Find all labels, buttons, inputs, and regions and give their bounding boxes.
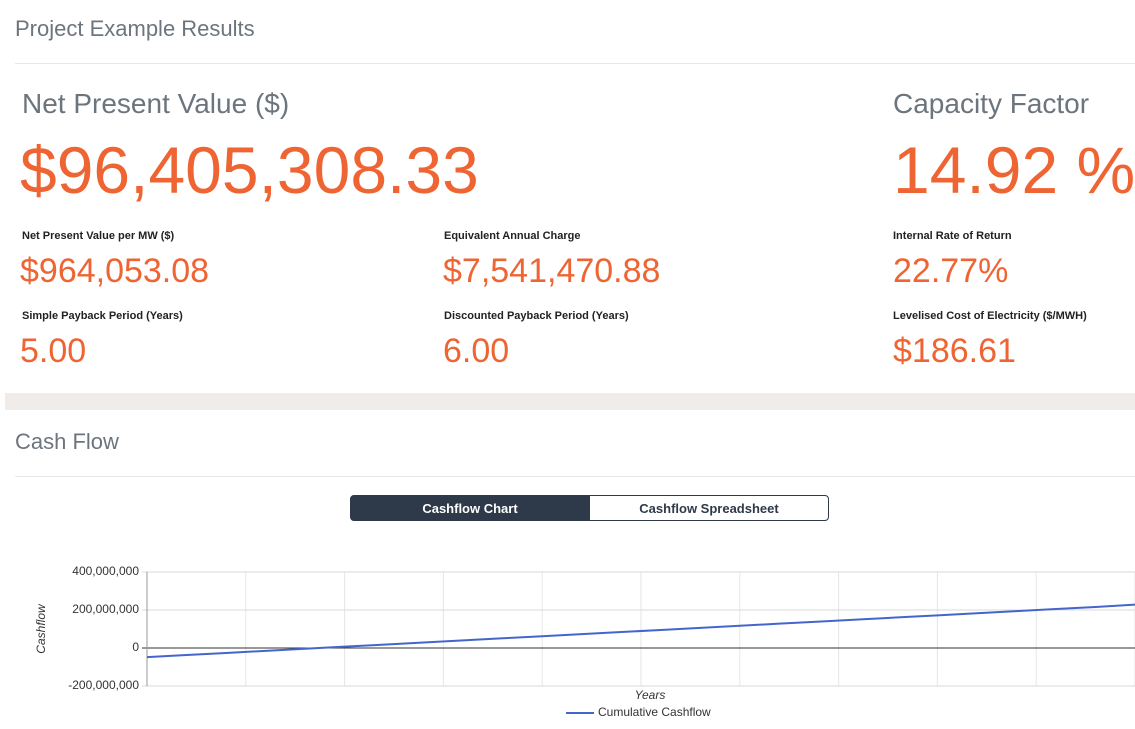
metric-label: Equivalent Annual Charge	[444, 230, 581, 242]
tab[interactable]: Cashflow Spreadsheet	[589, 495, 829, 521]
metric-value: 22.77%	[893, 252, 1009, 290]
divider	[15, 63, 1135, 64]
metric-label: Discounted Payback Period (Years)	[444, 310, 629, 322]
metric-value: $7,541,470.88	[443, 252, 661, 290]
metric-value: $186.61	[893, 332, 1016, 370]
y-tick-label: 200,000,000	[72, 602, 139, 616]
tab-active[interactable]: Cashflow Chart	[350, 495, 590, 521]
y-tick-label: 0	[132, 640, 139, 654]
series-line	[146, 603, 1135, 659]
x-axis-title: Years	[635, 688, 666, 702]
y-axis-title: Cashflow	[34, 603, 48, 654]
metric-value: 6.00	[443, 332, 510, 370]
primary-value: 14.92 %	[893, 133, 1135, 207]
primary-label: Capacity Factor	[893, 88, 1090, 119]
primary-value: $96,405,308.33	[20, 133, 479, 207]
metric-label: Internal Rate of Return	[893, 230, 1012, 242]
metric-value: 5.00	[20, 332, 87, 370]
y-tick-label: -200,000,000	[68, 678, 139, 692]
page-title: Project Example Results	[15, 16, 255, 41]
chart: Years Cashflow -200,000,000 0 200,000,000 4…	[34, 564, 1135, 719]
metric-label: Levelised Cost of Electricity ($/MWH)	[893, 310, 1087, 322]
metric-label: Net Present Value per MW ($)	[22, 230, 175, 242]
metric-label: Simple Payback Period (Years)	[22, 310, 183, 322]
primary-label: Net Present Value ($)	[22, 88, 290, 119]
section-band	[5, 393, 1135, 410]
y-tick-label: 400,000,000	[72, 564, 139, 578]
metric-value: $964,053.08	[20, 252, 210, 290]
divider	[15, 476, 1135, 477]
section-title: Cash Flow	[15, 429, 119, 454]
legend-label: Cumulative Cashflow	[598, 705, 711, 719]
